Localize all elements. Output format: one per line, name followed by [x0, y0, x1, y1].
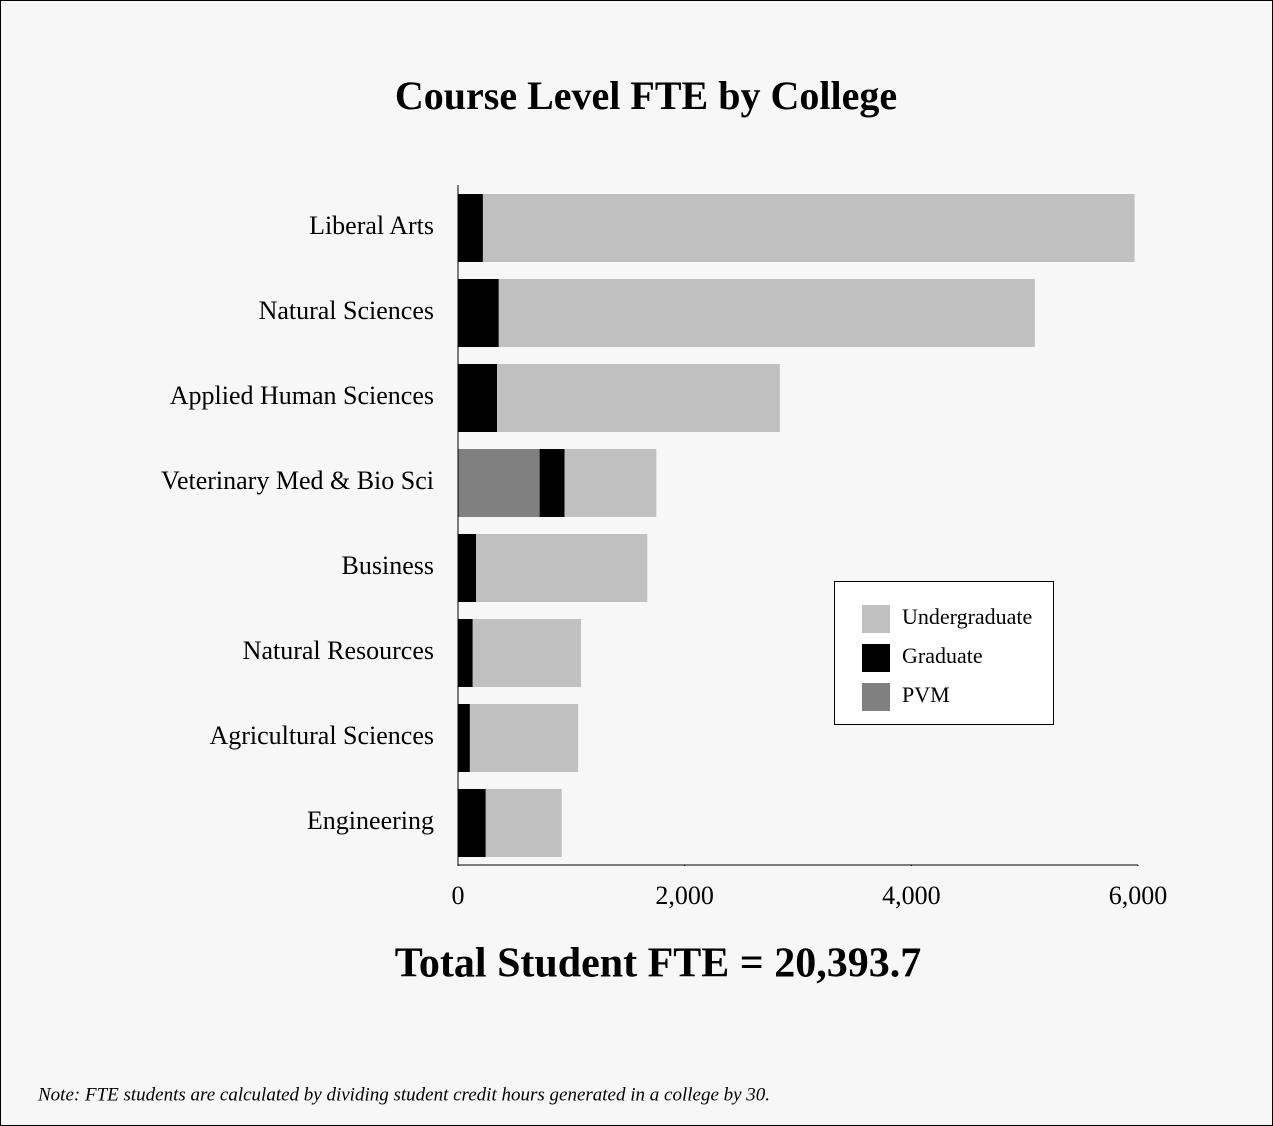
x-tick-label: 4,000 — [882, 881, 941, 910]
legend-swatch — [862, 644, 890, 672]
y-tick-label: Applied Human Sciences — [170, 381, 434, 410]
legend-label: Undergraduate — [902, 604, 1032, 629]
bar-segment — [458, 619, 473, 687]
bar-segment — [482, 194, 1135, 262]
bar-segment — [458, 534, 477, 602]
bar-segment — [498, 279, 1035, 347]
x-tick-label: 6,000 — [1109, 881, 1168, 910]
y-tick-label: Veterinary Med & Bio Sci — [161, 466, 434, 495]
bar-segment — [458, 789, 486, 857]
legend-label: PVM — [902, 682, 950, 707]
x-tick-label: 0 — [452, 881, 465, 910]
y-tick-label: Liberal Arts — [309, 211, 434, 240]
bar-segment — [458, 449, 540, 517]
y-tick-label: Business — [342, 551, 434, 580]
y-tick-label: Natural Sciences — [259, 296, 434, 325]
note: Note: FTE students are calculated by div… — [37, 1084, 770, 1105]
bar-segment — [469, 704, 579, 772]
bar-segment — [564, 449, 657, 517]
bar-segment — [485, 789, 562, 857]
bar-segment — [476, 534, 648, 602]
legend-label: Graduate — [902, 643, 983, 668]
bar-segment — [458, 194, 483, 262]
bar-segment — [458, 364, 498, 432]
bar-segment — [458, 279, 499, 347]
y-tick-label: Natural Resources — [243, 636, 434, 665]
bar-segment — [539, 449, 565, 517]
total-annotation: Total Student FTE = 20,393.7 — [395, 941, 921, 987]
y-tick-label: Agricultural Sciences — [209, 721, 434, 750]
bar-segment — [458, 704, 470, 772]
bar-segment — [497, 364, 780, 432]
x-tick-label: 2,000 — [655, 881, 714, 910]
chart-title: Course Level FTE by College — [395, 73, 897, 118]
legend-swatch — [862, 605, 890, 633]
legend-swatch — [862, 683, 890, 711]
y-tick-label: Engineering — [307, 806, 434, 835]
bar-segment — [472, 619, 581, 687]
